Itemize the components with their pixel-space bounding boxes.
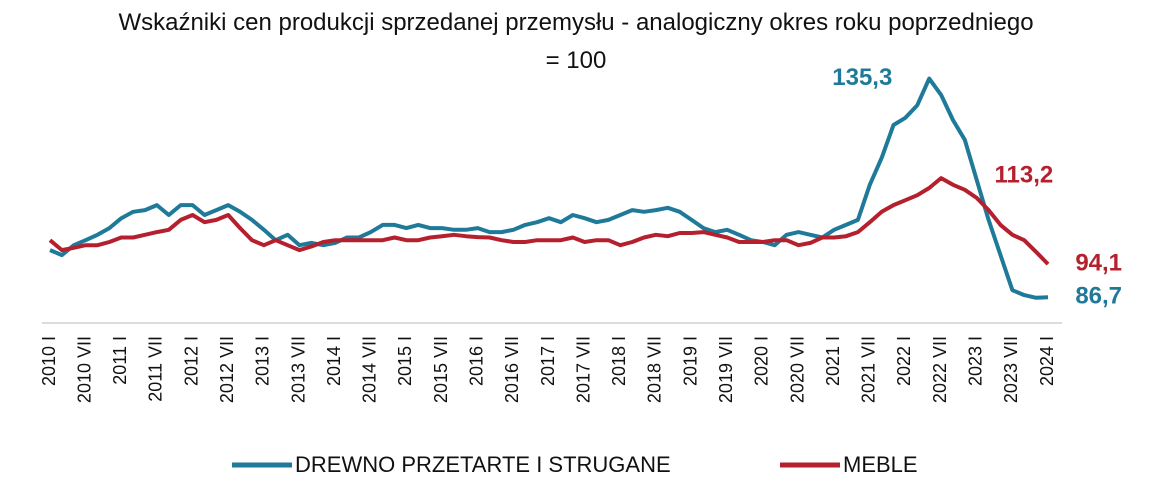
x-tick-label: 2011 I xyxy=(110,336,130,385)
series-line xyxy=(48,176,1050,266)
x-tick-label: 2013 I xyxy=(253,336,273,386)
x-tick-label: 2015 VII xyxy=(431,336,451,403)
x-tick-label: 2022 I xyxy=(894,336,914,386)
x-tick-label: 2011 VII xyxy=(146,336,166,402)
legend-label: DREWNO PRZETARTE I STRUGANE xyxy=(295,452,671,477)
legend-label: MEBLE xyxy=(843,452,918,477)
x-tick-label: 2013 VII xyxy=(288,336,308,403)
x-tick-label: 2018 I xyxy=(609,336,629,386)
series-line xyxy=(49,76,1049,300)
x-tick-label: 2015 I xyxy=(395,336,415,386)
x-tick-label: 2021 VII xyxy=(859,336,879,403)
chart-title: Wskaźniki cen produkcji sprzedanej przem… xyxy=(118,9,1034,74)
x-tick-label: 2023 VII xyxy=(1001,336,1021,403)
x-tick-label: 2016 VII xyxy=(502,336,522,403)
x-tick-label: 2017 VII xyxy=(573,336,593,403)
x-tick-label: 2023 I xyxy=(965,336,985,386)
annotation: 86,7 xyxy=(1075,283,1122,310)
x-tick-label: 2022 VII xyxy=(930,336,950,403)
x-tick-label: 2014 VII xyxy=(360,336,380,403)
annotation: 135,3 xyxy=(832,64,892,91)
x-tick-label: 2024 I xyxy=(1037,336,1057,386)
x-tick-label: 2016 I xyxy=(466,336,486,386)
x-tick-label: 2010 VII xyxy=(74,336,94,403)
x-tick-label: 2010 I xyxy=(39,336,59,386)
x-tick-label: 2020 VII xyxy=(787,336,807,403)
x-tick-label: 2020 I xyxy=(752,336,772,386)
x-tick-label: 2019 VII xyxy=(716,336,736,403)
x-tick-label: 2019 I xyxy=(680,336,700,386)
x-tick-label: 2017 I xyxy=(538,336,558,386)
annotation: 94,1 xyxy=(1075,249,1122,276)
x-tick-label: 2014 I xyxy=(324,336,344,386)
x-tick-label: 2021 I xyxy=(823,336,843,386)
x-tick-label: 2012 VII xyxy=(217,336,237,403)
x-tick-label: 2018 VII xyxy=(645,336,665,403)
x-tick-label: 2012 I xyxy=(181,336,201,386)
annotation: 113,2 xyxy=(995,161,1054,188)
